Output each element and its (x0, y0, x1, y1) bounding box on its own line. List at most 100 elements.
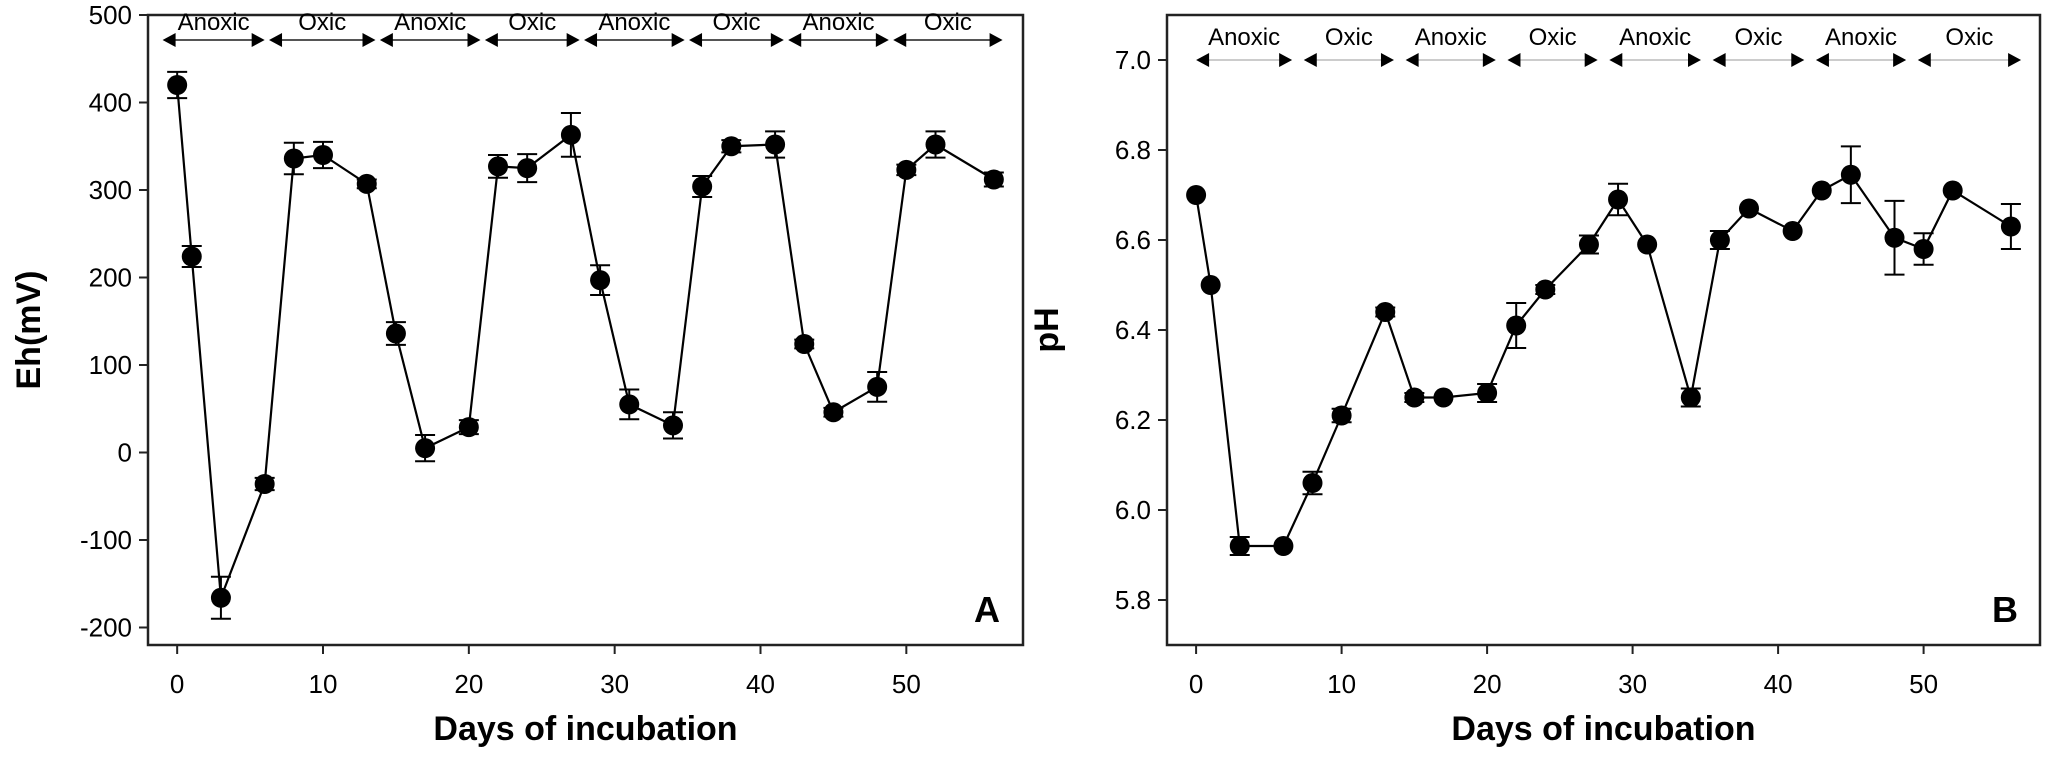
y-tick-label: -100 (80, 525, 132, 555)
y-tick-label: 6.0 (1115, 495, 1151, 525)
data-point (181, 246, 202, 267)
arrowhead-right-icon (1380, 53, 1394, 67)
x-axis-title: Days of incubation (1451, 710, 1755, 748)
data-point (1709, 230, 1730, 250)
y-tick-label: 6.6 (1115, 225, 1151, 255)
data-point (692, 176, 713, 197)
data-point (2000, 216, 2021, 237)
data-point (1477, 383, 1498, 403)
arrowhead-right-icon (566, 33, 580, 47)
y-tick-label: 500 (89, 0, 132, 30)
data-point (1302, 473, 1323, 493)
arrowhead-right-icon (1584, 53, 1598, 67)
period-arrow: Anoxic (379, 9, 481, 47)
y-axis-title: pH (1028, 307, 1066, 352)
period-label: Anoxic (802, 9, 874, 36)
arrowhead-right-icon (1893, 53, 1907, 67)
arrowhead-right-icon (2008, 53, 2022, 67)
period-label: Oxic (508, 9, 556, 36)
period-label: Anoxic (178, 9, 250, 36)
period-label: Oxic (712, 9, 760, 36)
period-arrow: Anoxic (584, 9, 685, 47)
period-arrow: Oxic (1712, 24, 1805, 67)
y-tick-label: -200 (80, 613, 132, 643)
data-point (1913, 239, 1934, 259)
data-point (210, 587, 231, 608)
period-arrow: Oxic (269, 9, 376, 47)
arrowhead-left-icon (1609, 53, 1623, 67)
x-tick-label: 50 (1909, 669, 1938, 699)
period-label: Anoxic (1619, 24, 1691, 51)
period-label: Oxic (1734, 24, 1782, 51)
data-point (1273, 536, 1294, 556)
data-point (765, 134, 786, 155)
data-point (1840, 164, 1861, 185)
panel-letter: B (1992, 589, 2018, 630)
panel-letter: A (974, 589, 1000, 630)
y-tick-label: 400 (89, 88, 132, 118)
arrowhead-right-icon (1482, 53, 1496, 67)
arrowhead-left-icon (269, 33, 283, 47)
data-point (721, 136, 742, 157)
y-tick-label: 6.8 (1115, 135, 1151, 165)
period-arrow: Oxic (1917, 24, 2022, 67)
arrowhead-left-icon (788, 33, 802, 47)
period-arrow: Anoxic (162, 9, 265, 47)
plot-frame (146, 13, 1025, 647)
data-point (1637, 234, 1658, 255)
data-point (1884, 227, 1905, 248)
x-tick-label: 20 (1473, 669, 1502, 699)
x-tick-label: 10 (1327, 669, 1356, 699)
period-label: Anoxic (394, 9, 466, 36)
data-point (1506, 315, 1527, 336)
x-tick-label: 0 (170, 669, 184, 699)
arrowhead-left-icon (893, 33, 907, 47)
arrowhead-left-icon (1917, 53, 1931, 67)
x-tick-label: 30 (600, 669, 629, 699)
arrowhead-left-icon (379, 33, 393, 47)
data-point (1942, 180, 1963, 201)
arrowhead-right-icon (770, 33, 784, 47)
arrowhead-right-icon (467, 33, 481, 47)
x-tick-label: 30 (1618, 669, 1647, 699)
x-tick-label: 0 (1189, 669, 1203, 699)
data-point (1433, 387, 1454, 408)
data-point (283, 148, 304, 169)
y-tick-label: 100 (89, 350, 132, 380)
period-arrow: Oxic (689, 9, 784, 47)
y-axis-title: Eh(mV) (10, 271, 48, 390)
panel-a-eh-chart: -200 -100 0 100 200 300 400 500 0 10 20 30 40 50 Days … (10, 0, 1025, 748)
period-arrow: Oxic (484, 9, 580, 47)
x-axis-title: Days of incubation (433, 710, 737, 748)
panel-b-ph-chart: 5.8 6.0 6.2 6.4 6.6 6.8 7.0 0 10 20 30 40 50 Days of … (1028, 13, 2042, 748)
y-tick-label: 6.4 (1115, 315, 1151, 345)
period-arrow: Oxic (1507, 24, 1598, 67)
data-point (1680, 387, 1701, 408)
arrowhead-right-icon (362, 33, 376, 47)
data-point (458, 417, 479, 438)
y-tick-label: 200 (89, 263, 132, 293)
arrowhead-left-icon (1815, 53, 1829, 67)
arrowhead-left-icon (584, 33, 598, 47)
period-label: Oxic (1945, 24, 1993, 51)
data-point (983, 169, 1004, 190)
y-tick-label: 300 (89, 175, 132, 205)
period-label: Oxic (298, 9, 346, 36)
arrowhead-left-icon (484, 33, 498, 47)
data-point (1739, 198, 1759, 219)
data-point (1782, 221, 1803, 241)
period-label: Oxic (1325, 24, 1373, 51)
period-label: Anoxic (1825, 24, 1897, 51)
arrowhead-left-icon (1507, 53, 1521, 67)
data-point (517, 158, 538, 179)
y-tick-label: 0 (118, 438, 132, 468)
data-point (385, 323, 406, 344)
period-arrow: Anoxic (1609, 24, 1701, 67)
data-point (254, 474, 275, 494)
data-point (590, 270, 611, 291)
period-arrow: Anoxic (788, 9, 889, 47)
period-arrow: Oxic (1303, 24, 1394, 67)
data-point (619, 394, 640, 415)
x-tick-label: 50 (892, 669, 921, 699)
